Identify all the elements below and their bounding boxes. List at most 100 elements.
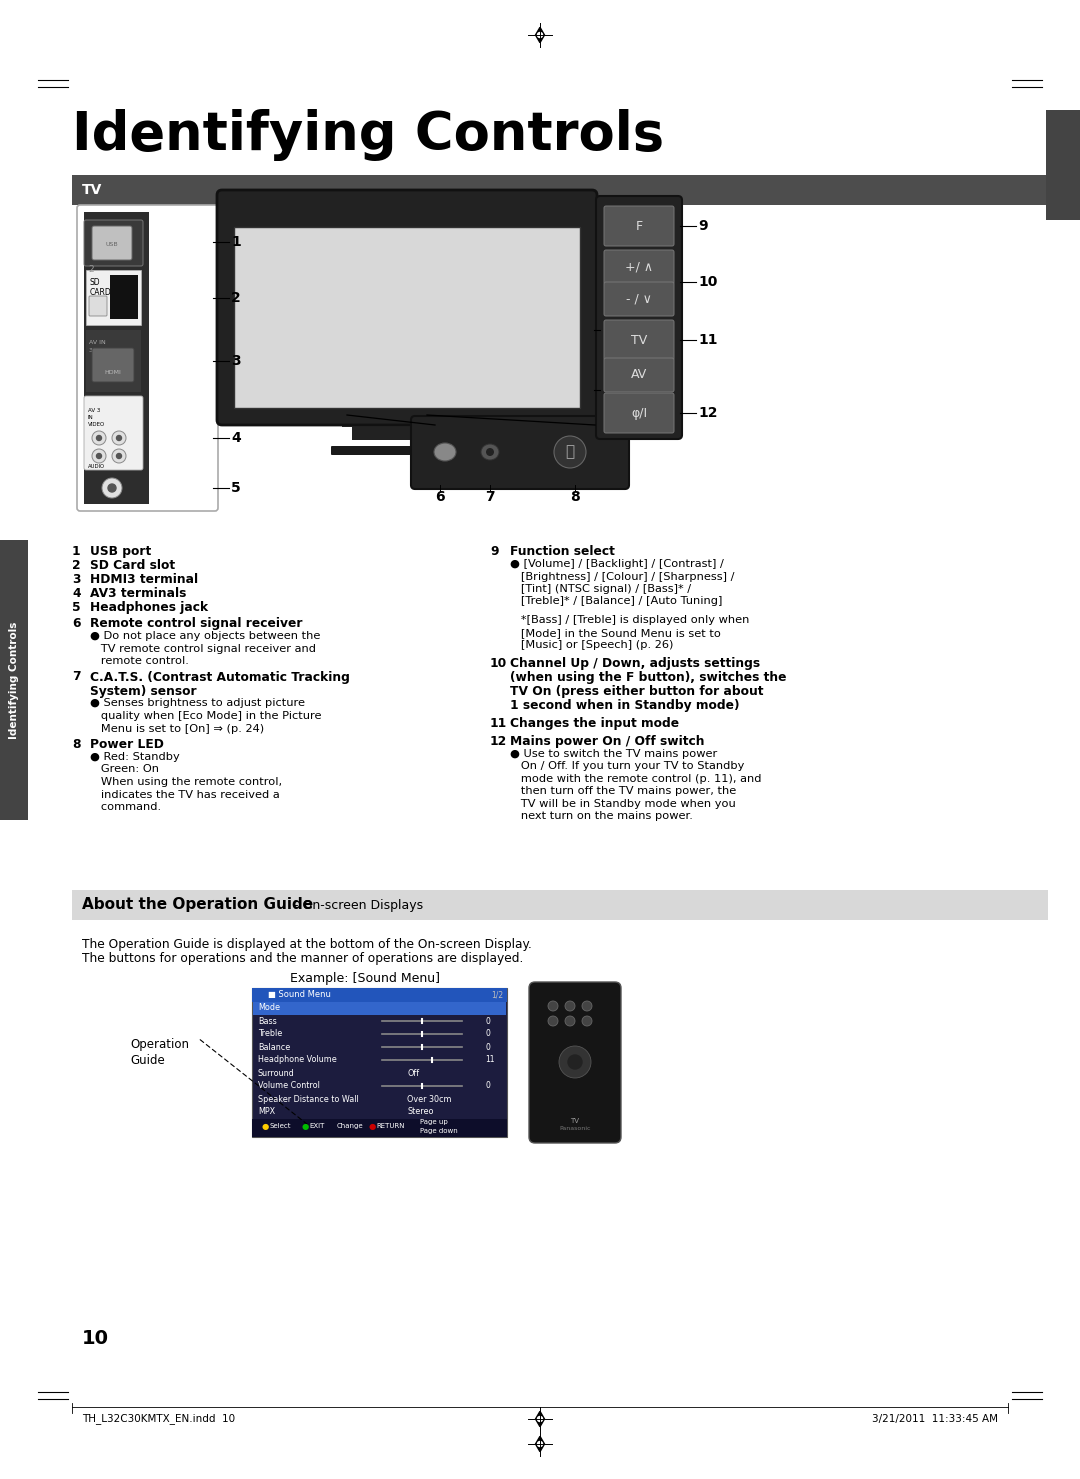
Text: AV 3: AV 3 [87,408,100,413]
Circle shape [548,1016,558,1026]
Text: [Tint] (NTSC signal) / [Bass]* /: [Tint] (NTSC signal) / [Bass]* / [510,584,691,595]
Text: 7: 7 [485,490,495,504]
Text: ● Do not place any objects between the: ● Do not place any objects between the [90,632,321,640]
Text: TV remote control signal receiver and: TV remote control signal receiver and [90,643,316,654]
Text: 3: 3 [231,353,241,368]
Circle shape [117,454,121,458]
Circle shape [538,1417,542,1421]
Text: TV: TV [570,1118,580,1124]
FancyBboxPatch shape [342,413,472,427]
Circle shape [548,1001,558,1012]
Text: SD Card slot: SD Card slot [90,559,175,572]
FancyBboxPatch shape [330,447,483,456]
Text: Volume Control: Volume Control [258,1081,320,1090]
Text: 11: 11 [490,717,508,729]
Text: About the Operation Guide: About the Operation Guide [82,898,313,913]
Circle shape [538,1442,542,1446]
Text: φ/I: φ/I [631,407,647,420]
Text: 3: 3 [89,348,93,353]
Text: Green: On: Green: On [90,765,159,775]
Text: TV: TV [82,183,103,197]
Text: 12: 12 [698,407,717,420]
FancyBboxPatch shape [110,275,138,319]
Text: 1 second when in Standby mode): 1 second when in Standby mode) [510,698,740,711]
Text: Page down: Page down [420,1128,458,1134]
Text: ● Senses brightness to adjust picture: ● Senses brightness to adjust picture [90,698,305,708]
Circle shape [92,430,106,445]
FancyBboxPatch shape [352,427,462,439]
Text: indicates the TV has received a: indicates the TV has received a [90,790,280,800]
Text: Panasonic: Panasonic [559,1127,591,1131]
Text: - On-screen Displays: - On-screen Displays [291,899,423,911]
Text: +/ ∧: +/ ∧ [625,260,653,274]
Text: HDMI3 terminal: HDMI3 terminal [90,572,198,586]
Text: Mode: Mode [258,1003,280,1013]
Text: AV IN: AV IN [89,340,106,345]
Text: On / Off. If you turn your TV to Standby: On / Off. If you turn your TV to Standby [510,762,744,771]
Text: command.: command. [90,802,161,812]
Text: Speaker Distance to Wall: Speaker Distance to Wall [258,1094,359,1103]
Text: 0: 0 [485,1016,490,1025]
Text: 7: 7 [72,670,81,683]
Text: Changes the input mode: Changes the input mode [510,717,679,729]
FancyBboxPatch shape [604,250,674,284]
Text: 2: 2 [231,291,241,305]
FancyBboxPatch shape [411,416,629,490]
FancyBboxPatch shape [596,197,681,439]
FancyBboxPatch shape [77,206,218,512]
Text: MPX: MPX [258,1108,275,1117]
Text: 8: 8 [570,490,580,504]
Text: - / ∨: - / ∨ [626,293,652,306]
Text: AUDIO: AUDIO [87,464,105,469]
FancyBboxPatch shape [86,330,141,392]
FancyBboxPatch shape [604,206,674,246]
Circle shape [568,1055,582,1069]
Polygon shape [536,27,544,43]
Text: 0: 0 [485,1081,490,1090]
FancyBboxPatch shape [604,358,674,392]
Text: Select: Select [269,1123,291,1128]
Text: The buttons for operations and the manner of operations are displayed.: The buttons for operations and the manne… [82,952,524,964]
Text: 10: 10 [82,1328,109,1347]
Text: Example: [Sound Menu]: Example: [Sound Menu] [291,972,440,985]
Text: Headphones jack: Headphones jack [90,600,208,614]
Text: TV: TV [631,333,647,346]
Text: System) sensor: System) sensor [90,685,197,698]
Text: 9: 9 [490,544,499,558]
Circle shape [112,430,126,445]
Text: 2: 2 [87,266,94,275]
FancyBboxPatch shape [252,988,507,1001]
Text: Stereo: Stereo [407,1108,433,1117]
FancyBboxPatch shape [89,296,107,317]
Text: 2: 2 [72,559,81,572]
Circle shape [102,478,122,498]
Text: Treble: Treble [258,1029,282,1038]
Text: 4: 4 [72,587,81,600]
Circle shape [538,33,542,37]
Circle shape [92,450,106,463]
Circle shape [565,1016,575,1026]
Text: *[Bass] / [Treble] is displayed only when: *[Bass] / [Treble] is displayed only whe… [510,615,750,626]
Text: 1: 1 [231,235,241,248]
FancyBboxPatch shape [529,982,621,1143]
Text: Remote control signal receiver: Remote control signal receiver [90,617,302,630]
Text: Identifying Controls: Identifying Controls [72,109,664,161]
Text: remote control.: remote control. [90,657,189,666]
Circle shape [582,1016,592,1026]
Text: Identifying Controls: Identifying Controls [9,621,19,738]
Text: 5: 5 [72,600,81,614]
Text: 3: 3 [72,572,81,586]
Text: 3/21/2011  11:33:45 AM: 3/21/2011 11:33:45 AM [872,1414,998,1424]
Circle shape [108,484,116,493]
Text: USB port: USB port [90,544,151,558]
Text: When using the remote control,: When using the remote control, [90,776,282,787]
FancyBboxPatch shape [84,220,143,266]
Ellipse shape [481,444,499,460]
Text: 10: 10 [698,275,717,288]
Text: Operation
Guide: Operation Guide [130,1038,189,1066]
Text: [Music] or [Speech] (p. 26): [Music] or [Speech] (p. 26) [510,640,673,651]
Text: 11: 11 [485,1056,495,1065]
FancyBboxPatch shape [252,988,507,1137]
Text: 0: 0 [485,1043,490,1052]
FancyBboxPatch shape [1047,109,1080,220]
